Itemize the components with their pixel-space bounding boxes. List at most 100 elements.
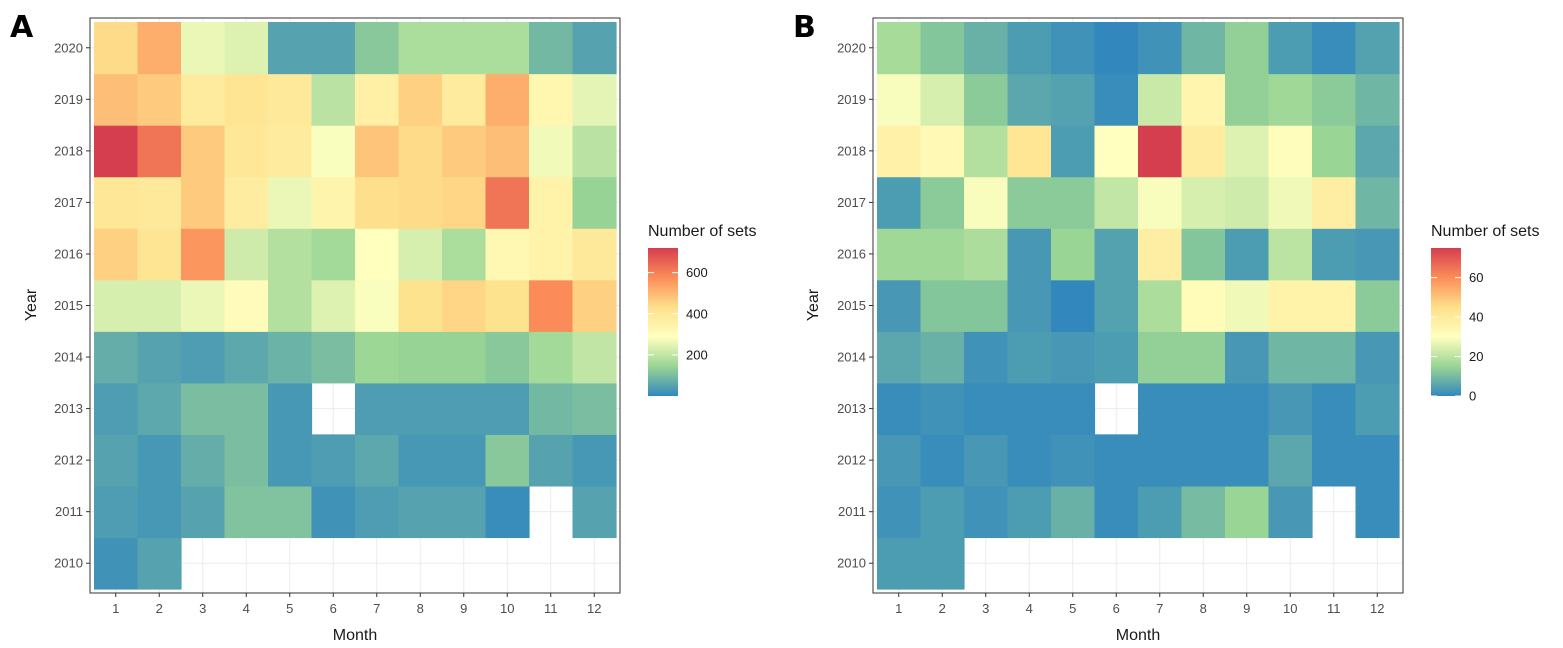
heatmap-cell [181, 73, 226, 126]
heatmap-cell [1094, 331, 1139, 384]
heatmap-cell [877, 125, 922, 178]
heatmap-cell [398, 22, 443, 75]
heatmap-cell [529, 279, 574, 332]
heatmap-cell [529, 22, 574, 75]
heatmap-cell [920, 228, 965, 281]
heatmap-cell [137, 228, 182, 281]
heatmap-cell [181, 176, 226, 229]
x-tick-label: 10 [500, 601, 514, 616]
heatmap-cells-b [877, 22, 1400, 590]
heatmap-cell [94, 537, 139, 590]
heatmap-cell [877, 382, 922, 435]
heatmap-cell [1094, 485, 1139, 539]
heatmap-cell [920, 537, 965, 590]
heatmap-cell [529, 331, 574, 384]
heatmap-cell [181, 279, 226, 332]
heatmap-cell [1138, 434, 1183, 487]
heatmap-cell [1355, 73, 1400, 126]
heatmap-cell [964, 176, 1009, 229]
heatmap-cell [1138, 73, 1183, 126]
heatmap-cell [964, 331, 1009, 384]
y-tick-label: 2011 [55, 504, 83, 519]
heatmap-cell [877, 22, 922, 75]
heatmap-cell [137, 331, 182, 384]
legend-a: Number of sets 200 400 600 [648, 223, 756, 396]
heatmap-cell [442, 228, 487, 281]
heatmap-cell [355, 279, 400, 332]
heatmap-cell [311, 228, 356, 281]
heatmap-cell [355, 228, 400, 281]
legend-tick-label: 400 [686, 306, 708, 321]
heatmap-cell [485, 22, 530, 75]
heatmap-cell [1225, 73, 1270, 126]
heatmap-cell [94, 434, 139, 487]
legend-tick-label: 600 [686, 265, 708, 280]
heatmap-cell [1138, 382, 1183, 435]
heatmap-cell [1355, 176, 1400, 229]
heatmap-cell [485, 176, 530, 229]
heatmap-cell [137, 485, 182, 539]
heatmap-cell [398, 228, 443, 281]
heatmap-cell [94, 125, 139, 178]
heatmap-cell [920, 331, 965, 384]
heatmap-cell [1094, 434, 1139, 487]
heatmap-cell [398, 331, 443, 384]
y-tick-label: 2014 [837, 350, 866, 365]
heatmap-cell [1268, 22, 1313, 75]
heatmap-cell [442, 279, 487, 332]
heatmap-cell [529, 382, 574, 435]
heatmap-cell [442, 125, 487, 178]
heatmap-cell [1051, 176, 1096, 229]
x-tick-label: 11 [1327, 601, 1341, 616]
heatmap-cell [1007, 331, 1052, 384]
heatmap-cell [920, 22, 965, 75]
heatmap-cell [1051, 125, 1096, 178]
x-tick-label: 7 [373, 601, 380, 616]
heatmap-cell [572, 22, 617, 75]
heatmap-cell [572, 228, 617, 281]
heatmap-cell [1051, 434, 1096, 487]
x-tick-label: 1 [112, 601, 119, 616]
heatmap-cell [355, 382, 400, 435]
heatmap-cell [964, 382, 1009, 435]
heatmap-cell [1094, 22, 1139, 75]
x-tick-label: 8 [1200, 601, 1207, 616]
heatmap-cell [224, 331, 269, 384]
heatmap-cell [355, 331, 400, 384]
heatmap-cell [442, 331, 487, 384]
heatmap-cell [355, 73, 400, 126]
heatmap-cell [1181, 279, 1226, 332]
heatmap-cell [224, 485, 269, 539]
heatmap-cell [137, 22, 182, 75]
heatmap-cell [529, 73, 574, 126]
heatmap-cell [1051, 331, 1096, 384]
x-tick-label: 6 [330, 601, 337, 616]
heatmap-cell [224, 73, 269, 126]
legend-title-b: Number of sets [1431, 223, 1539, 240]
heatmap-cell [355, 176, 400, 229]
heatmap-cell [920, 176, 965, 229]
heatmap-cell [1312, 331, 1357, 384]
heatmap-cell [1094, 176, 1139, 229]
heatmap-cell [442, 176, 487, 229]
y-tick-label: 2017 [837, 195, 866, 210]
heatmap-cell [137, 434, 182, 487]
heatmap-cell [877, 434, 922, 487]
heatmap-cell [1007, 228, 1052, 281]
heatmap-cell [94, 73, 139, 126]
heatmap-cell [1268, 331, 1313, 384]
heatmap-cell [1051, 22, 1096, 75]
heatmap-cell [1007, 485, 1052, 539]
x-tick-labels-a: 1 2 3 4 5 6 7 8 9 10 11 12 [112, 593, 601, 616]
heatmap-cell [311, 434, 356, 487]
panel-label-b: B [793, 10, 816, 45]
heatmap-cell [398, 434, 443, 487]
heatmap-cell [181, 228, 226, 281]
heatmap-cell [1181, 176, 1226, 229]
y-tick-label: 2010 [837, 556, 866, 571]
heatmap-cell [1007, 434, 1052, 487]
heatmap-cell [268, 485, 313, 539]
heatmap-cell [398, 73, 443, 126]
legend-colorbar-a [648, 248, 678, 396]
heatmap-cell [1094, 228, 1139, 281]
